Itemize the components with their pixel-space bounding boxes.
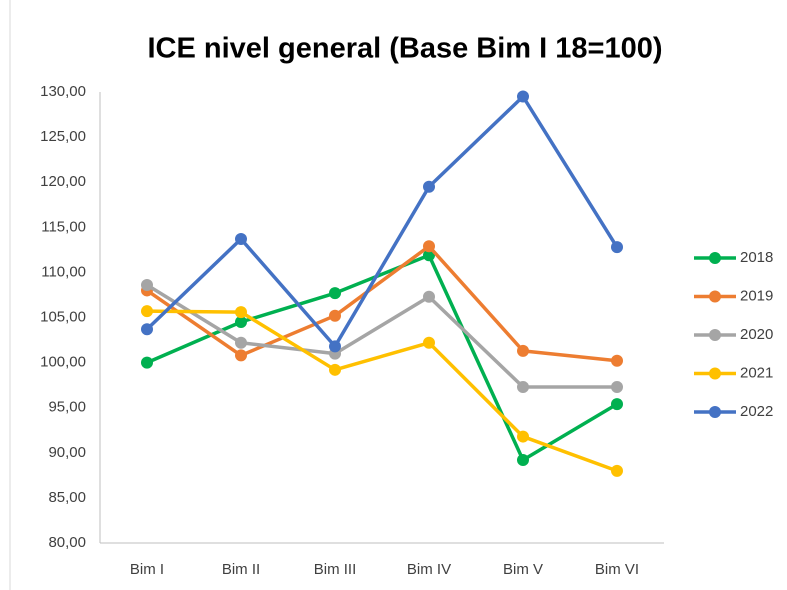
point xyxy=(517,90,529,103)
x-tick-label: Bim V xyxy=(503,561,543,578)
x-tick-label: Bim II xyxy=(222,561,260,578)
point xyxy=(235,336,247,349)
y-tick-label: 90,00 xyxy=(48,444,86,461)
point xyxy=(423,240,435,253)
y-tick-label: 105,00 xyxy=(40,308,86,325)
point xyxy=(329,340,341,353)
point xyxy=(235,349,247,362)
point xyxy=(517,454,529,467)
legend-marker xyxy=(709,252,721,264)
legend-label: 2022 xyxy=(740,403,773,420)
y-tick-label: 115,00 xyxy=(41,218,86,235)
point xyxy=(329,309,341,322)
point xyxy=(517,380,529,393)
series-line xyxy=(146,283,617,389)
series-line xyxy=(145,94,619,349)
y-tick-label: 125,00 xyxy=(40,128,86,145)
point xyxy=(141,305,153,318)
point xyxy=(611,241,623,254)
legend-marker xyxy=(709,367,721,380)
legend-label: 2019 xyxy=(740,287,773,304)
legend-marker xyxy=(709,329,721,341)
legend-label: 2020 xyxy=(740,326,773,343)
x-tick-label: Bim VI xyxy=(595,561,639,578)
legend-label: 2018 xyxy=(740,249,773,266)
point xyxy=(423,180,435,193)
series-line xyxy=(146,253,618,462)
point xyxy=(235,316,247,329)
point xyxy=(517,430,529,443)
point xyxy=(329,287,341,300)
y-tick-label: 85,00 xyxy=(48,489,86,506)
legend-label: 2021 xyxy=(740,364,773,381)
x-tick-label: Bim III xyxy=(314,561,357,578)
point xyxy=(141,356,153,369)
chart-title: ICE nivel general (Base Bim I 18=100) xyxy=(148,33,663,65)
point xyxy=(611,380,623,393)
point xyxy=(611,398,623,411)
point xyxy=(517,344,529,357)
y-tick-label: 95,00 xyxy=(48,399,86,416)
point xyxy=(423,249,435,262)
point xyxy=(611,464,623,477)
point xyxy=(141,279,153,292)
point xyxy=(423,336,435,349)
point xyxy=(141,323,153,336)
point xyxy=(235,306,247,319)
point xyxy=(611,354,623,367)
series-line xyxy=(146,309,618,473)
y-tick-label: 120,00 xyxy=(40,173,86,190)
x-tick-label: Bim I xyxy=(130,561,164,578)
point xyxy=(235,233,247,246)
legend-marker xyxy=(709,406,721,418)
series-line xyxy=(146,244,618,363)
point xyxy=(423,290,435,303)
point xyxy=(329,363,341,376)
legend-marker xyxy=(709,290,721,303)
y-tick-label: 130,00 xyxy=(40,83,86,100)
y-tick-label: 110,00 xyxy=(41,263,86,280)
y-tick-label: 80,00 xyxy=(48,534,86,551)
y-tick-label: 100,00 xyxy=(40,354,86,371)
x-tick-label: Bim IV xyxy=(407,561,451,578)
